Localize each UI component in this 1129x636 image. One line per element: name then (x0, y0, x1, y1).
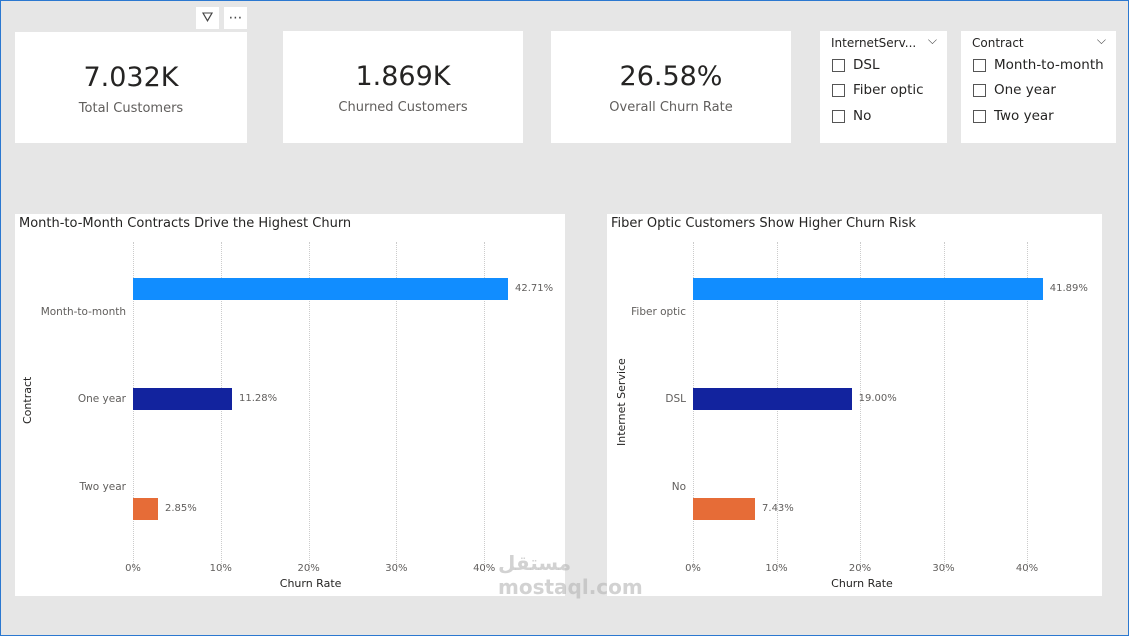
chevron-down-icon[interactable]: ⌵ (1096, 33, 1106, 47)
slicer-option-one-year[interactable]: One year (973, 82, 1056, 98)
slicer-option-no[interactable]: No (832, 108, 871, 124)
slicer-header: Contract (972, 36, 1024, 50)
data-label: 19.00% (858, 393, 897, 404)
option-label: One year (994, 82, 1056, 98)
kpi-label: Total Customers (78, 101, 184, 116)
bar-fiber-optic[interactable] (693, 278, 1043, 300)
checkbox[interactable] (832, 109, 845, 123)
category-label: Month-to-month (40, 306, 126, 318)
x-tick-label: 0% (685, 563, 701, 574)
more-options-icon[interactable]: ⋯ (224, 7, 247, 29)
internet-service-churn-chart[interactable]: Fiber Optic Customers Show Higher Churn … (607, 214, 1102, 596)
option-label: Fiber optic (853, 82, 924, 98)
slicer-option-two-year[interactable]: Two year (973, 108, 1054, 124)
kpi-churn-rate: 26.58% Overall Churn Rate (551, 31, 791, 143)
x-tick-label: 20% (297, 563, 320, 574)
watermark-logo: مستقل mostaql.com (498, 551, 643, 599)
bar-no[interactable] (693, 498, 756, 520)
gridline (860, 242, 861, 572)
x-tick-label: 40% (1015, 563, 1039, 574)
checkbox[interactable] (973, 58, 986, 72)
bar-month-to-month[interactable] (133, 278, 508, 300)
x-tick-label: 30% (932, 563, 955, 574)
y-axis-title: Internet Service (615, 358, 628, 446)
chart-title: Month-to-Month Contracts Drive the Highe… (19, 216, 352, 231)
data-label: 11.28% (239, 393, 278, 404)
slicer-option-month-to-month[interactable]: Month-to-month (973, 57, 1104, 73)
internet-service-slicer[interactable]: InternetServ... ⌵ DSL Fiber optic No (820, 31, 947, 143)
category-label: Fiber optic (631, 306, 686, 318)
x-tick-label: 30% (385, 563, 408, 574)
bar-two-year[interactable] (133, 498, 159, 520)
kpi-total-customers: 7.032K Total Customers (15, 32, 247, 143)
gridline (943, 242, 945, 572)
option-label: No (853, 108, 872, 124)
data-label: 2.85% (165, 503, 197, 514)
option-label: DSL (853, 57, 880, 73)
x-tick-label: 10% (765, 563, 788, 574)
x-axis-title: Churn Rate (831, 577, 893, 590)
x-axis-title: Churn Rate (279, 577, 342, 590)
slicer-header: InternetServ... (831, 36, 917, 50)
contract-churn-chart[interactable]: Month-to-Month Contracts Drive the Highe… (15, 214, 565, 596)
slicer-option-dsl[interactable]: DSL (832, 57, 880, 73)
data-label: 7.43% (762, 503, 794, 514)
kpi-churned-customers: 1.869K Churned Customers (283, 31, 523, 143)
x-tick-label: 40% (473, 563, 496, 574)
data-label: 41.89% (1049, 283, 1088, 294)
y-axis-title: Contract (21, 376, 34, 424)
data-label: 42.71% (514, 283, 554, 294)
chevron-down-icon[interactable]: ⌵ (927, 33, 937, 47)
gridline (396, 242, 398, 572)
gridline (308, 242, 310, 572)
kpi-label: Overall Churn Rate (609, 100, 733, 115)
checkbox[interactable] (973, 109, 986, 123)
checkbox[interactable] (832, 58, 845, 72)
gridline (484, 242, 486, 572)
bar-one-year[interactable] (133, 388, 233, 410)
checkbox[interactable] (832, 83, 845, 97)
kpi-value: 1.869K (355, 61, 451, 92)
category-label: No (671, 481, 686, 493)
chart-title: Fiber Optic Customers Show Higher Churn … (611, 216, 916, 231)
kpi-value: 7.032K (83, 62, 179, 93)
x-tick-label: 0% (125, 563, 141, 574)
contract-slicer[interactable]: Contract ⌵ Month-to-month One year Two y… (961, 31, 1116, 143)
kpi-value: 26.58% (619, 61, 723, 92)
gridline (1027, 242, 1028, 572)
category-label: DSL (665, 393, 686, 405)
category-label: Two year (79, 481, 126, 493)
category-label: One year (77, 393, 126, 405)
x-tick-label: 10% (209, 563, 232, 574)
bar-dsl[interactable] (693, 388, 852, 410)
kpi-label: Churned Customers (338, 100, 468, 115)
x-tick-label: 20% (848, 563, 872, 574)
option-label: Two year (994, 108, 1054, 124)
option-label: Month-to-month (994, 57, 1104, 73)
checkbox[interactable] (973, 83, 986, 97)
slicer-option-fiber-optic[interactable]: Fiber optic (832, 82, 924, 98)
filter-icon[interactable]: ⛛ (196, 7, 219, 29)
